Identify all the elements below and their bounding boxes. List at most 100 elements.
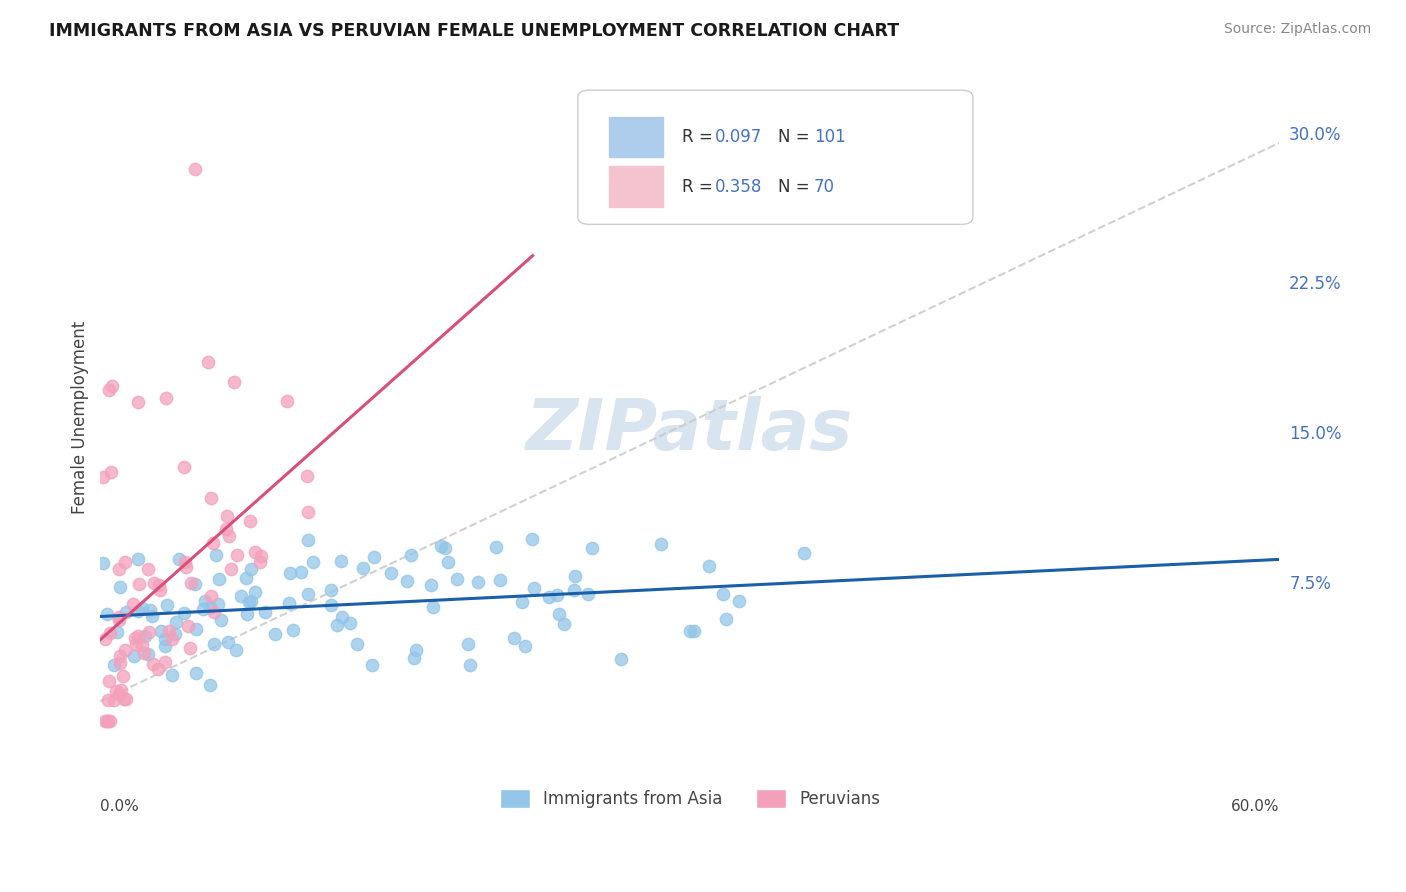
Point [297, 587, 319, 601]
Point [142, 657, 165, 672]
Point [538, 591, 561, 605]
Point [173, 460, 195, 475]
Point [231, 589, 253, 603]
Point [108, 610, 131, 624]
Text: R =: R = [682, 128, 717, 146]
Point [98, 714, 121, 729]
Point [184, 577, 207, 591]
Point [96, 607, 118, 622]
Point [609, 652, 631, 666]
Point [91, 557, 114, 571]
Point [108, 562, 131, 576]
Point [711, 587, 734, 601]
Point [153, 632, 176, 647]
Point [319, 583, 342, 598]
Point [716, 612, 738, 626]
Text: IMMIGRANTS FROM ASIA VS PERUVIAN FEMALE UNEMPLOYMENT CORRELATION CHART: IMMIGRANTS FROM ASIA VS PERUVIAN FEMALE … [49, 22, 900, 40]
Point [678, 624, 700, 638]
Point [124, 648, 146, 663]
Point [239, 594, 262, 608]
Point [194, 594, 217, 608]
Point [201, 535, 224, 549]
Point [214, 522, 236, 536]
Point [108, 656, 131, 670]
Point [107, 688, 129, 702]
Point [215, 509, 238, 524]
Point [553, 617, 575, 632]
Point [222, 375, 245, 389]
Legend: Immigrants from Asia, Peruvians: Immigrants from Asia, Peruvians [494, 782, 887, 814]
Text: N =: N = [779, 128, 815, 146]
Point [115, 605, 138, 619]
Point [485, 541, 508, 555]
Point [173, 606, 195, 620]
Text: 0.358: 0.358 [714, 178, 762, 195]
Point [363, 549, 385, 564]
Point [522, 532, 544, 546]
Point [128, 577, 150, 591]
Point [127, 604, 149, 618]
Point [489, 573, 512, 587]
Point [399, 548, 422, 562]
Text: 101: 101 [814, 128, 845, 146]
Point [239, 514, 262, 528]
Point [180, 575, 202, 590]
Point [108, 649, 131, 664]
Point [419, 578, 441, 592]
Point [110, 580, 132, 594]
Point [97, 714, 120, 729]
Point [97, 383, 120, 397]
Point [402, 650, 425, 665]
Point [576, 586, 599, 600]
Point [295, 468, 318, 483]
Point [110, 682, 132, 697]
Text: 0.0%: 0.0% [100, 799, 139, 814]
Point [239, 562, 262, 576]
Point [174, 559, 197, 574]
Point [139, 603, 162, 617]
Point [97, 693, 120, 707]
Point [207, 597, 229, 611]
Point [226, 548, 249, 562]
Point [122, 598, 145, 612]
Point [127, 629, 149, 643]
Point [422, 599, 444, 614]
Point [177, 619, 200, 633]
Point [143, 575, 166, 590]
Point [219, 562, 242, 576]
Point [108, 613, 131, 627]
Point [225, 643, 247, 657]
Point [436, 555, 458, 569]
Point [157, 624, 180, 639]
Point [200, 600, 222, 615]
Point [546, 588, 568, 602]
Point [250, 549, 273, 563]
Point [297, 533, 319, 547]
FancyBboxPatch shape [609, 166, 662, 207]
Point [217, 635, 239, 649]
Point [103, 693, 125, 707]
Point [186, 665, 208, 680]
Point [136, 562, 159, 576]
Point [218, 529, 240, 543]
Point [165, 627, 187, 641]
Point [200, 491, 222, 505]
Y-axis label: Female Unemployment: Female Unemployment [72, 320, 89, 514]
Point [96, 714, 118, 728]
Point [352, 561, 374, 575]
Point [429, 539, 451, 553]
Point [114, 555, 136, 569]
Point [243, 545, 266, 559]
Point [446, 572, 468, 586]
Point [562, 583, 585, 598]
Point [93, 714, 115, 729]
Point [112, 669, 135, 683]
FancyBboxPatch shape [609, 117, 662, 157]
Point [650, 537, 672, 551]
Point [503, 631, 526, 645]
Point [547, 607, 569, 622]
Point [236, 607, 259, 621]
Point [149, 582, 172, 597]
Point [339, 616, 361, 631]
Point [127, 394, 149, 409]
